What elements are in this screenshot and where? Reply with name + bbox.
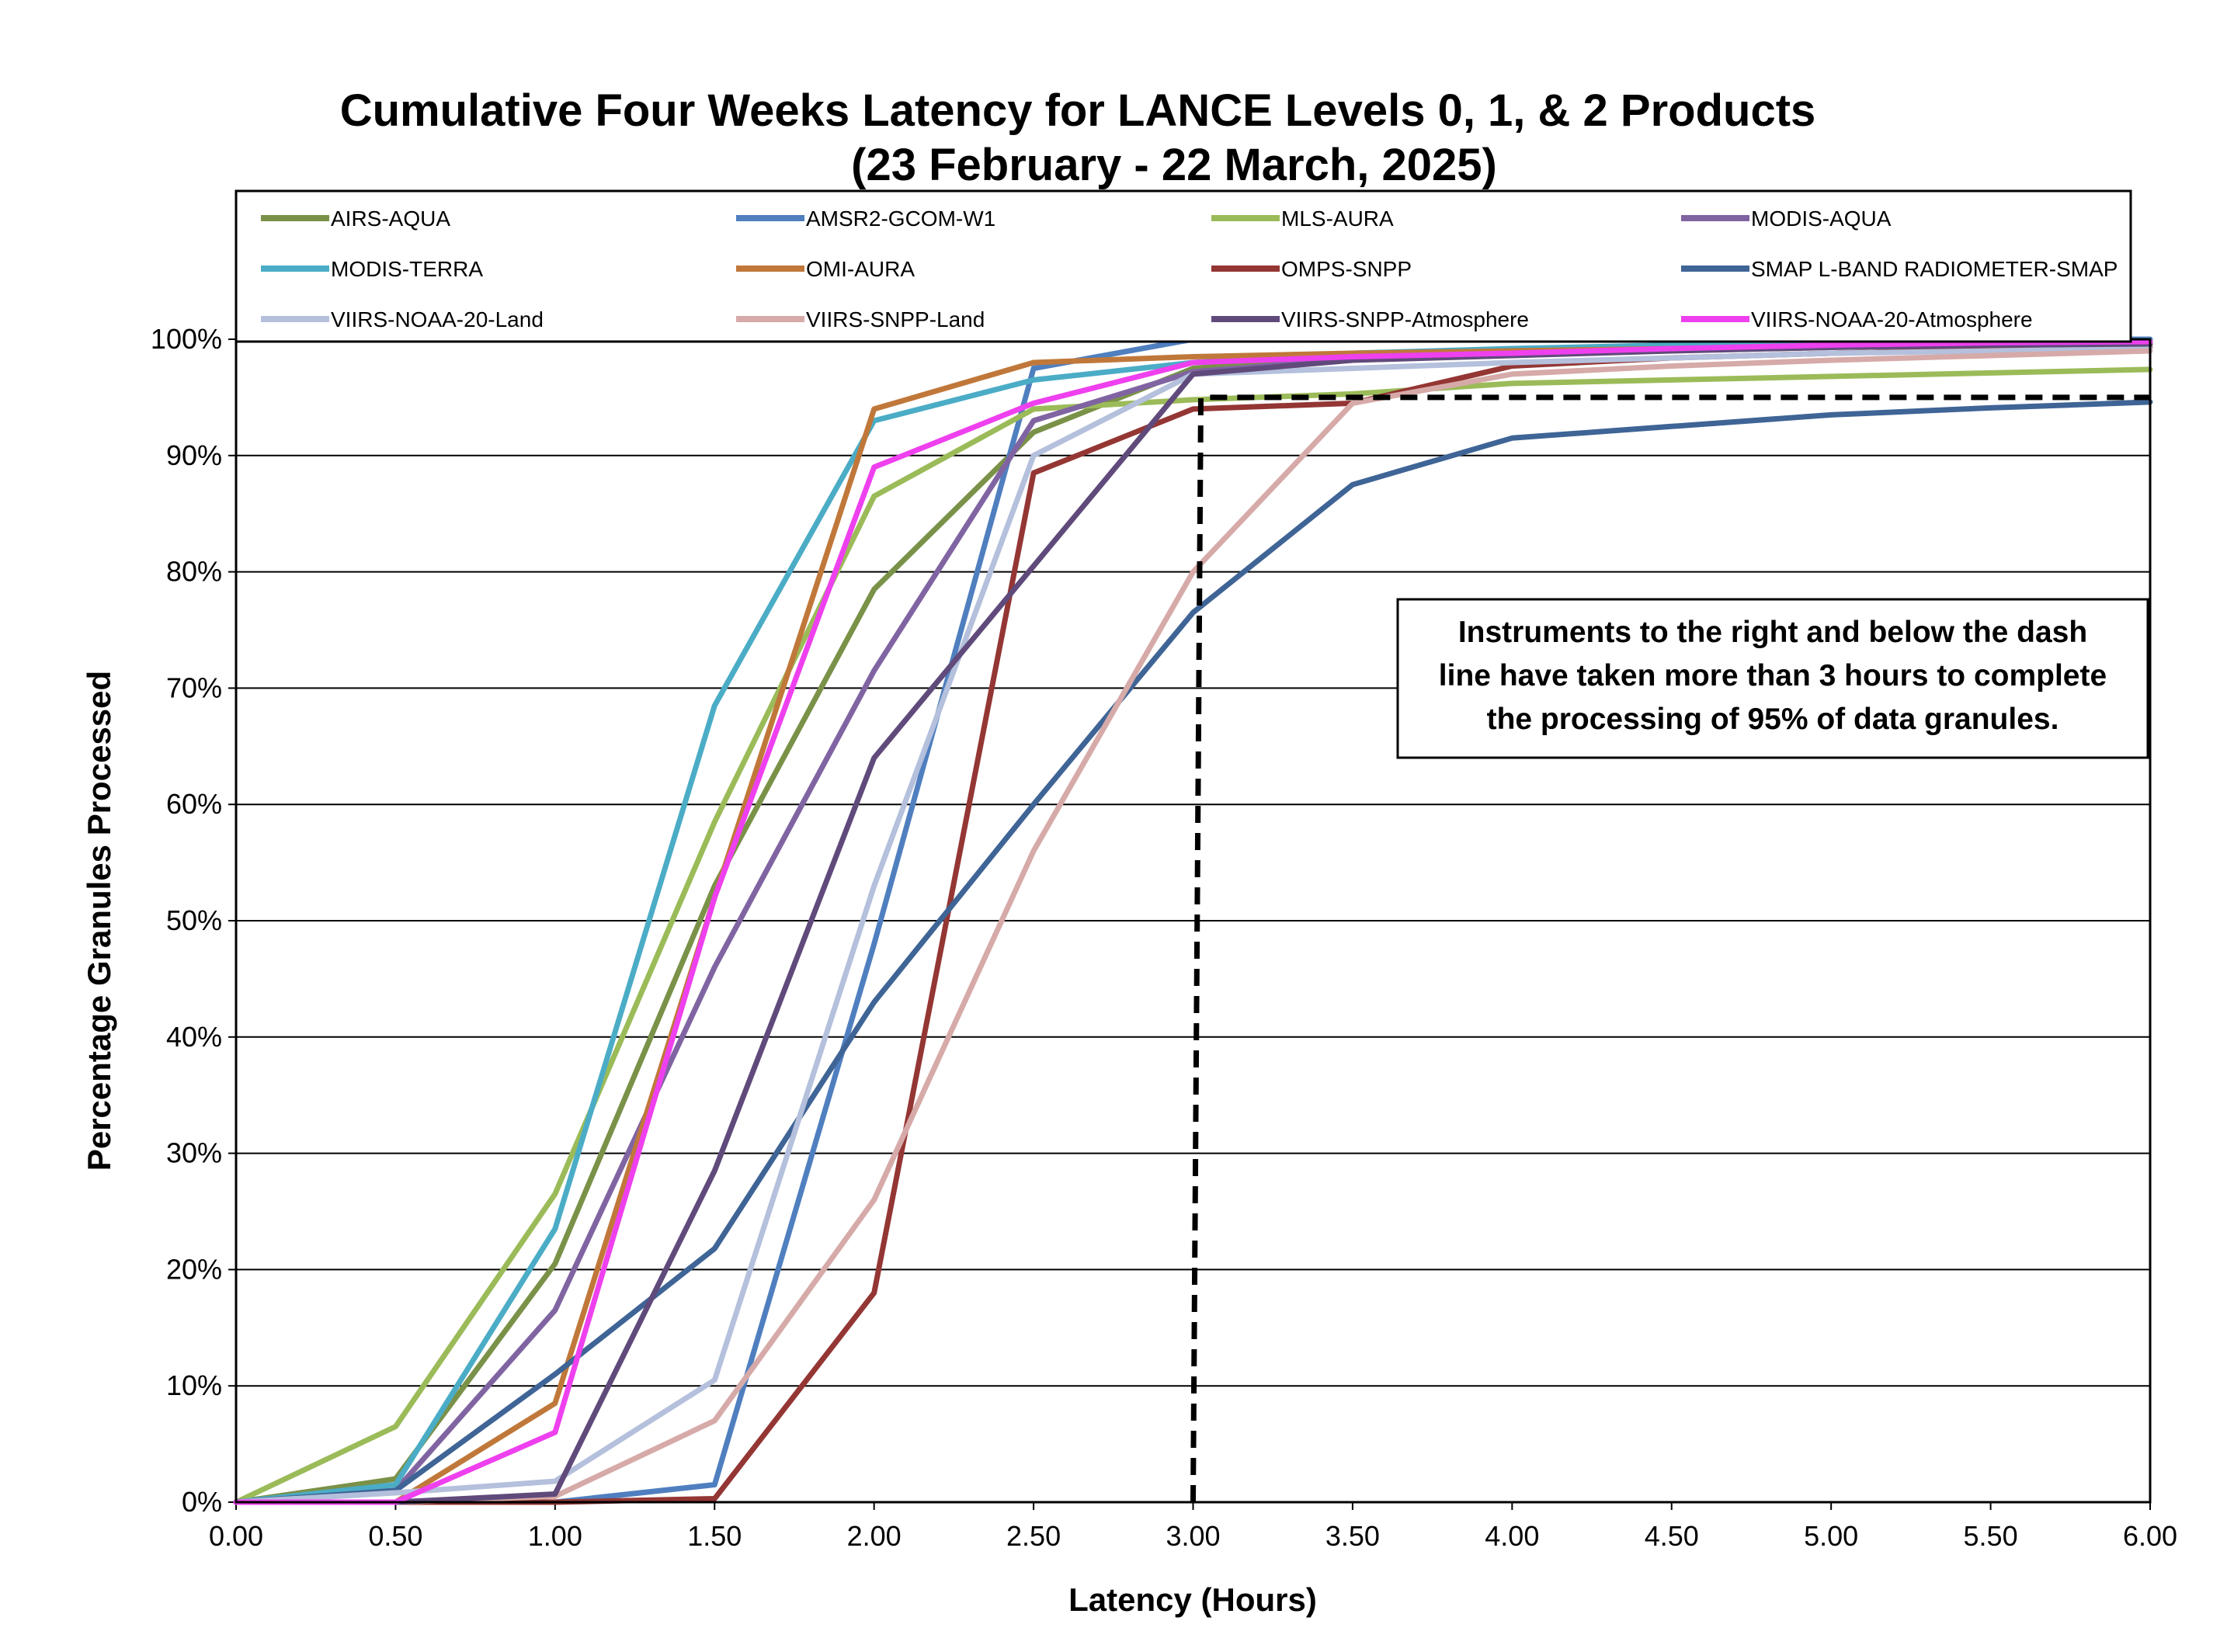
series-line — [233, 338, 2153, 1505]
y-tick-label: 80% — [166, 556, 222, 588]
chart-title: Cumulative Four Weeks Latency for LANCE … — [340, 85, 1816, 136]
x-tick-label: 0.00 — [209, 1520, 263, 1552]
y-tick-label: 0% — [182, 1486, 222, 1518]
x-axis-tick-labels: 0.00 0.50 1.00 1.50 2.00 2.50 3.00 3.50 4.00 4.50… — [209, 1520, 2177, 1552]
y-tick-label: 10% — [166, 1369, 222, 1401]
legend-label: OMPS-SNPP — [1281, 257, 1412, 281]
y-tick-label: 40% — [166, 1021, 222, 1053]
y-tick-label: 50% — [166, 904, 222, 936]
x-tick-label: 5.00 — [1804, 1520, 1858, 1552]
annotation-line-1: Instruments to the right and below the d… — [1458, 616, 2087, 649]
x-tick-label: 4.50 — [1645, 1520, 1699, 1552]
y-tick-label: 30% — [166, 1137, 222, 1169]
x-tick-label: 3.50 — [1325, 1520, 1380, 1552]
y-tick-label: 90% — [166, 439, 222, 471]
x-tick-label: 4.00 — [1485, 1520, 1539, 1552]
annotation-line-3: the processing of 95% of data granules. — [1487, 703, 2059, 736]
legend-label: VIIRS-SNPP-Land — [806, 307, 985, 331]
legend-label: MODIS-AQUA — [1751, 206, 1892, 231]
y-tick-label: 20% — [166, 1253, 222, 1285]
legend-box — [235, 189, 2132, 343]
annotation-note: Instruments to the right and below the d… — [1396, 598, 2149, 759]
chart-subtitle: (23 February - 22 March, 2025) — [851, 140, 1497, 190]
x-tick-label: 1.50 — [687, 1520, 742, 1552]
x-tick-label: 5.50 — [1964, 1520, 2018, 1552]
x-tick-label: 0.50 — [368, 1520, 422, 1552]
legend-label: OMI-AURA — [806, 257, 915, 281]
y-axis-tick-labels: 0% 10% 20% 30% 40% 50% 60% 70% 80% 90% 100% — [151, 323, 222, 1518]
y-tick-label: 60% — [166, 788, 222, 820]
x-tick-label: 1.00 — [528, 1520, 582, 1552]
threshold-dashed-line — [1190, 394, 2150, 1503]
annotation-line-2: line have taken more than 3 hours to com… — [1439, 659, 2107, 692]
annotation-box — [1396, 598, 2149, 759]
legend-label: VIIRS-NOAA-20-Land — [331, 307, 544, 331]
legend-label: VIIRS-SNPP-Atmosphere — [1281, 307, 1529, 331]
x-tick-label: 3.00 — [1166, 1520, 1220, 1552]
x-tick-label: 2.00 — [847, 1520, 902, 1552]
legend-label: SMAP L-BAND RADIOMETER-SMAP — [1751, 257, 2118, 281]
legend-label: AIRS-AQUA — [331, 206, 450, 231]
legend-label: MODIS-TERRA — [331, 257, 483, 281]
x-axis-title: Latency (Hours) — [1068, 1581, 1317, 1618]
threshold-line — [1190, 394, 2150, 1503]
legend: AIRS-AQUA AMSR2-GCOM-W1 MLS-AURA MODIS-AQUA… — [235, 189, 2132, 343]
series-line — [233, 366, 2153, 1505]
legend-label: VIIRS-NOAA-20-Atmosphere — [1751, 307, 2033, 331]
y-tick-label: 70% — [166, 672, 222, 703]
y-tick-label: 100% — [151, 323, 222, 355]
x-tick-label: 2.50 — [1006, 1520, 1061, 1552]
legend-label: MLS-AURA — [1281, 206, 1394, 231]
x-tick-label: 6.00 — [2123, 1520, 2177, 1552]
legend-label: AMSR2-GCOM-W1 — [806, 206, 995, 231]
y-axis-title: Percentage Granules Processed — [81, 671, 117, 1171]
series-line — [233, 399, 2153, 1505]
